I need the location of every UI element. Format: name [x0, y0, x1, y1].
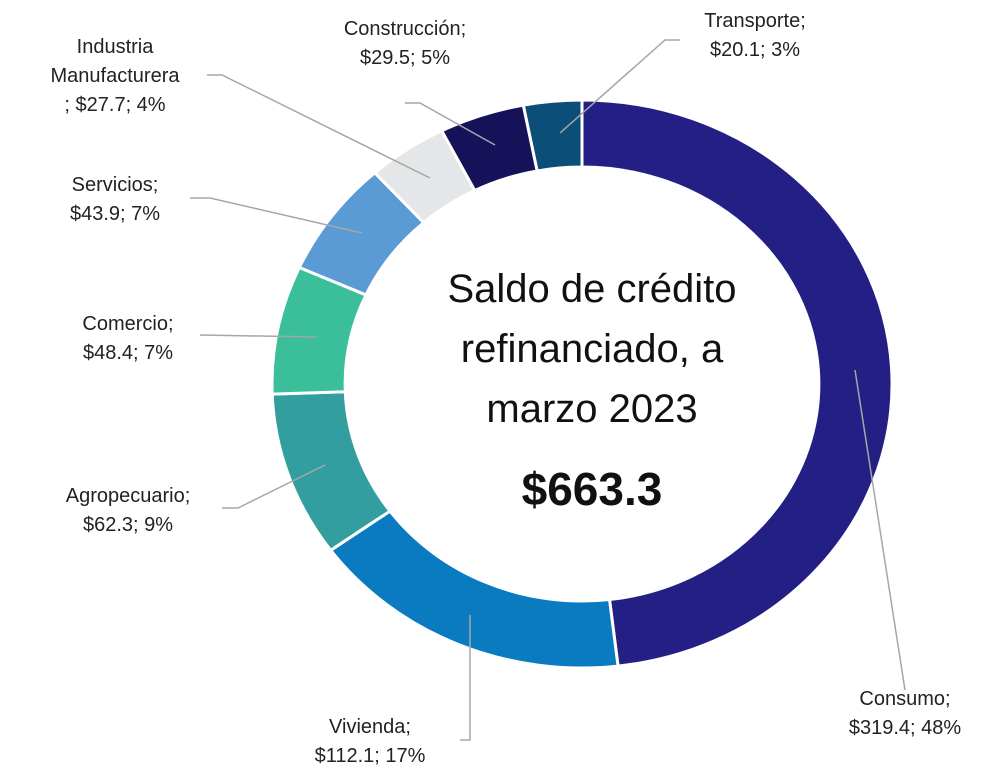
leader-line — [405, 102, 496, 146]
category-label: Servicios; — [72, 174, 159, 196]
category-label: Industria — [77, 36, 155, 58]
value-label: $20.1; 3% — [710, 39, 800, 61]
category-label: Vivienda; — [329, 716, 411, 738]
category-label: Transporte; — [704, 10, 806, 32]
leader-line — [854, 369, 906, 691]
center-total: $663.3 — [522, 463, 663, 515]
value-label: $43.9; 7% — [70, 203, 160, 225]
category-label: Construcción; — [344, 18, 466, 40]
category-label: Comercio; — [82, 313, 173, 335]
category-label: Agropecuario; — [66, 485, 191, 507]
donut — [272, 100, 892, 668]
value-label: $319.4; 48% — [849, 717, 962, 739]
leader-line — [199, 334, 317, 338]
leader-line — [207, 74, 431, 179]
value-label: $48.4; 7% — [83, 342, 173, 364]
leader-line — [190, 197, 363, 234]
leader-line — [460, 615, 471, 741]
wedge — [582, 100, 892, 666]
leader-line — [222, 464, 326, 509]
leader-lines — [190, 39, 906, 741]
wedge — [331, 511, 618, 668]
value-label: $62.3; 9% — [83, 514, 173, 536]
value-label: $29.5; 5% — [360, 47, 450, 69]
category-label: Consumo; — [859, 688, 950, 710]
center-title: Saldo de crédito refinanciado, a marzo 202… — [447, 267, 736, 431]
value-label: ; $27.7; 4% — [64, 94, 165, 116]
category-label: Manufacturera — [51, 65, 181, 87]
wedge — [523, 100, 582, 171]
value-label: $112.1; 17% — [315, 745, 426, 767]
leader-line — [559, 39, 680, 134]
